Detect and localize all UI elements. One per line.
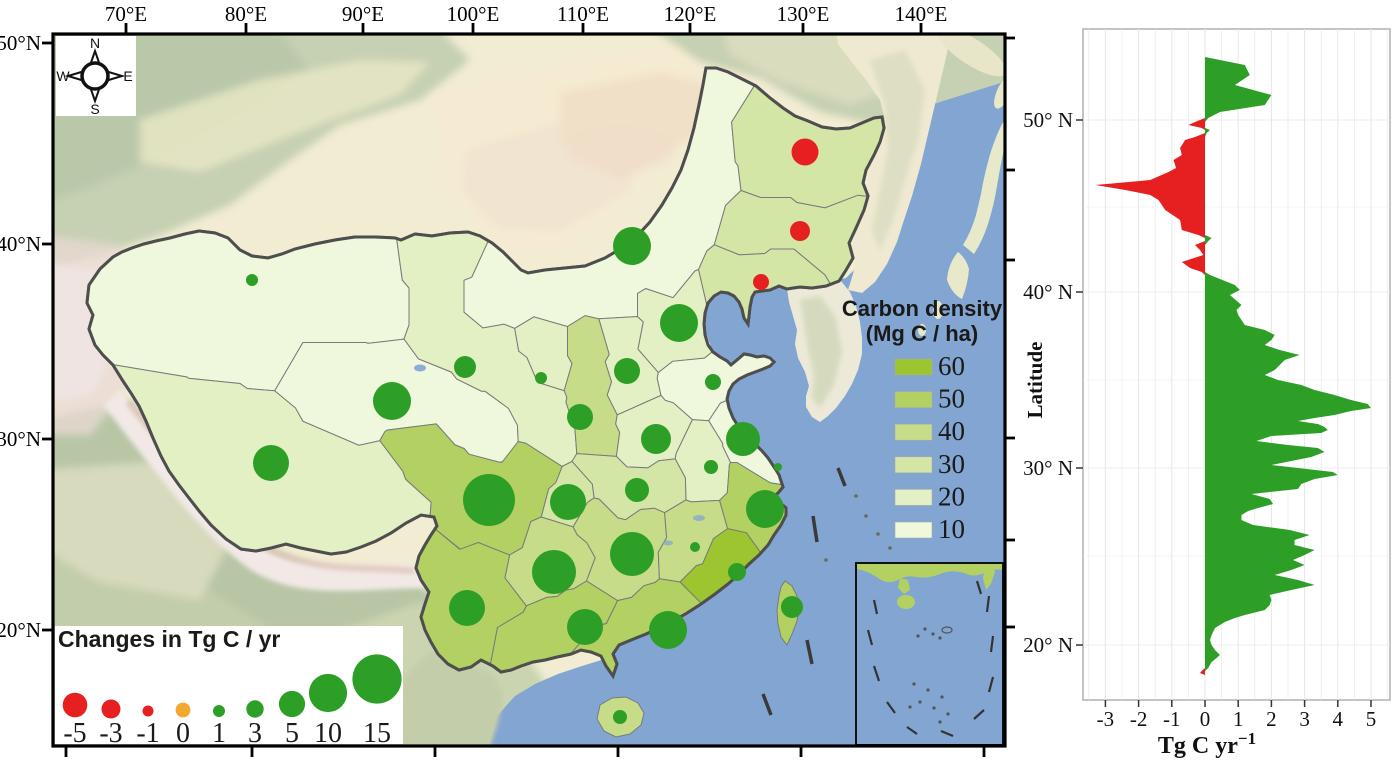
- svg-text:60: 60: [938, 351, 965, 381]
- svg-text:-3: -3: [1097, 707, 1115, 731]
- svg-text:120°E: 120°E: [664, 2, 717, 26]
- svg-text:E: E: [123, 68, 132, 84]
- svg-text:70°E: 70°E: [105, 2, 147, 26]
- svg-text:50: 50: [938, 384, 965, 414]
- svg-text:30°N: 30°N: [0, 427, 41, 451]
- svg-text:5: 5: [1366, 707, 1377, 731]
- svg-text:110°E: 110°E: [557, 2, 609, 26]
- svg-text:130°E: 130°E: [777, 2, 830, 26]
- svg-text:1: 1: [1233, 707, 1244, 731]
- svg-text:W: W: [56, 68, 70, 84]
- svg-text:N: N: [90, 35, 100, 51]
- svg-text:10: 10: [314, 718, 342, 749]
- svg-text:-2: -2: [1130, 707, 1148, 731]
- svg-text:50° N: 50° N: [1023, 108, 1073, 132]
- svg-text:30° N: 30° N: [1023, 456, 1073, 480]
- svg-text:0: 0: [176, 718, 190, 749]
- svg-text:-5: -5: [63, 718, 86, 749]
- svg-text:20: 20: [938, 481, 965, 511]
- svg-text:140°E: 140°E: [895, 2, 948, 26]
- svg-text:30: 30: [938, 449, 965, 479]
- svg-text:40° N: 40° N: [1023, 280, 1073, 304]
- svg-text:(Mg C / ha): (Mg C / ha): [866, 321, 978, 346]
- svg-text:50°N: 50°N: [0, 31, 41, 55]
- svg-text:20° N: 20° N: [1023, 633, 1073, 657]
- svg-text:90°E: 90°E: [342, 2, 384, 26]
- svg-text:10: 10: [938, 514, 965, 544]
- svg-text:40: 40: [938, 416, 965, 446]
- svg-text:80°E: 80°E: [225, 2, 267, 26]
- svg-text:Carbon density: Carbon density: [842, 296, 1003, 321]
- svg-text:-1: -1: [1163, 707, 1181, 731]
- svg-text:5: 5: [285, 718, 299, 749]
- svg-text:0: 0: [1200, 707, 1211, 731]
- svg-text:4: 4: [1333, 707, 1344, 731]
- svg-text:40°N: 40°N: [0, 232, 41, 256]
- svg-text:3: 3: [248, 718, 262, 749]
- svg-text:Latitude: Latitude: [1023, 341, 1047, 418]
- svg-text:-3: -3: [99, 718, 122, 749]
- svg-text:1: 1: [212, 718, 226, 749]
- svg-text:100°E: 100°E: [447, 2, 500, 26]
- svg-text:S: S: [90, 101, 99, 117]
- svg-text:15: 15: [363, 718, 391, 749]
- svg-text:2: 2: [1266, 707, 1277, 731]
- svg-text:-1: -1: [136, 718, 159, 749]
- svg-text:3: 3: [1299, 707, 1310, 731]
- svg-text:20°N: 20°N: [0, 618, 41, 642]
- svg-text:Changes in Tg C / yr: Changes in Tg C / yr: [58, 626, 280, 652]
